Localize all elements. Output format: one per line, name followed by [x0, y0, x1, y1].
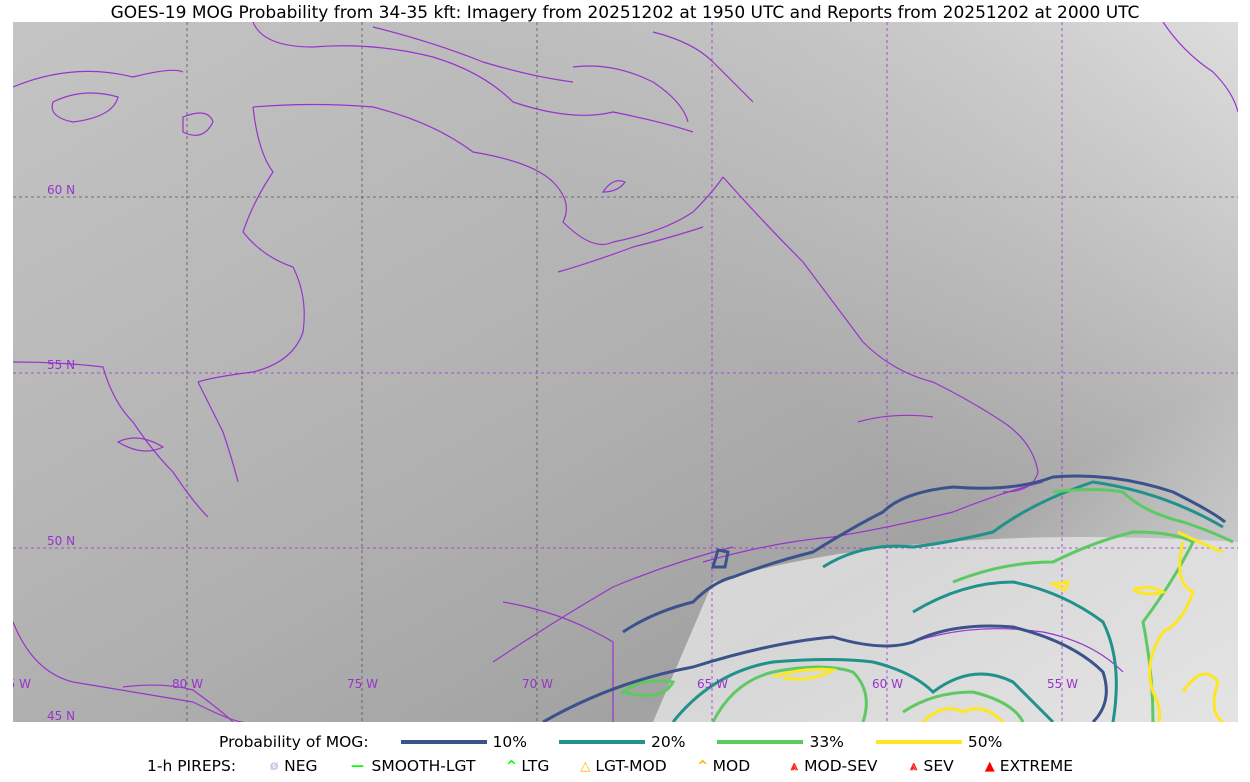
legend-swatch [559, 740, 645, 744]
probability-legend: Probability of MOG: 10% 20% 33% 50% [219, 732, 1034, 752]
contour-33 [619, 679, 676, 697]
pirep-label: LGT-MOD [595, 757, 667, 775]
longitude-label: 80 W [172, 677, 203, 691]
contour-50 [1047, 580, 1071, 593]
contour-50 [1181, 672, 1224, 722]
legend-label: 20% [651, 733, 686, 751]
legend-label: 10% [492, 733, 527, 751]
triangle-icon: △ [580, 758, 591, 774]
pirep-label: SEV [923, 757, 954, 775]
legend-swatch [400, 740, 487, 744]
longitude-label: 75 W [347, 677, 378, 691]
double-caret-icon: ⩓ [790, 758, 798, 774]
filled-triangle-icon: ▲ [984, 758, 995, 774]
pirep-label: EXTREME [999, 757, 1074, 775]
latitude-label: 55 N [47, 358, 75, 372]
line-icon: — [351, 758, 365, 774]
contour-20 [822, 480, 1224, 569]
contour-50 [1132, 585, 1167, 596]
coastlines [13, 22, 1238, 722]
mog-contours [542, 474, 1234, 722]
contour-33 [902, 690, 1025, 722]
contour-33 [1052, 488, 1234, 544]
double-caret-icon: ⩓ [909, 758, 918, 774]
contour-10 [710, 548, 730, 569]
contour-50 [921, 707, 1005, 722]
legend-label: 33% [809, 733, 844, 751]
neg-icon: ø [269, 758, 279, 774]
contour-50 [1148, 541, 1195, 722]
pirep-label: MOD [712, 757, 751, 775]
contour-33 [952, 530, 1196, 722]
longitude-label: 65 W [697, 677, 728, 691]
longitude-label: 85 W [13, 677, 31, 691]
latitude-label: 60 N [47, 183, 75, 197]
legend-swatch [875, 740, 962, 744]
pirep-label: LTG [521, 757, 550, 775]
contour-33 [711, 665, 868, 722]
caret-icon: ^ [505, 758, 517, 774]
pireps-legend-title: 1-h PIREPS: [147, 757, 237, 775]
contour-10 [542, 624, 1108, 722]
longitude-label: 55 W [1047, 677, 1078, 691]
latitude-label: 45 N [47, 709, 75, 722]
longitude-label: 60 W [872, 677, 903, 691]
contour-20 [671, 658, 1055, 722]
caret-icon: ^ [697, 758, 709, 774]
contour-50 [1177, 530, 1224, 554]
pireps-legend: 1-h PIREPS: ø NEG — SMOOTH-LGT ^ LTG △ LGT-MOD ^… [147, 756, 1073, 776]
probability-legend-title: Probability of MOG: [219, 733, 369, 751]
latitude-label: 50 N [47, 534, 75, 548]
longitude-label: 70 W [522, 677, 553, 691]
legend-swatch [717, 740, 804, 744]
legend-label: 50% [967, 733, 1003, 751]
satellite-map: 60 N 55 N 50 N 45 N 85 W 80 W 75 W 70 W 65 W 60 W… [13, 22, 1238, 722]
contour-20 [912, 580, 1118, 722]
pirep-label: SMOOTH-LGT [371, 757, 476, 775]
contour-10 [622, 474, 1226, 634]
contour-50 [772, 667, 838, 681]
chart-title: GOES-19 MOG Probability from 34-35 kft: … [110, 3, 1140, 23]
pirep-label: NEG [284, 757, 318, 775]
pirep-label: MOD-SEV [804, 757, 878, 775]
